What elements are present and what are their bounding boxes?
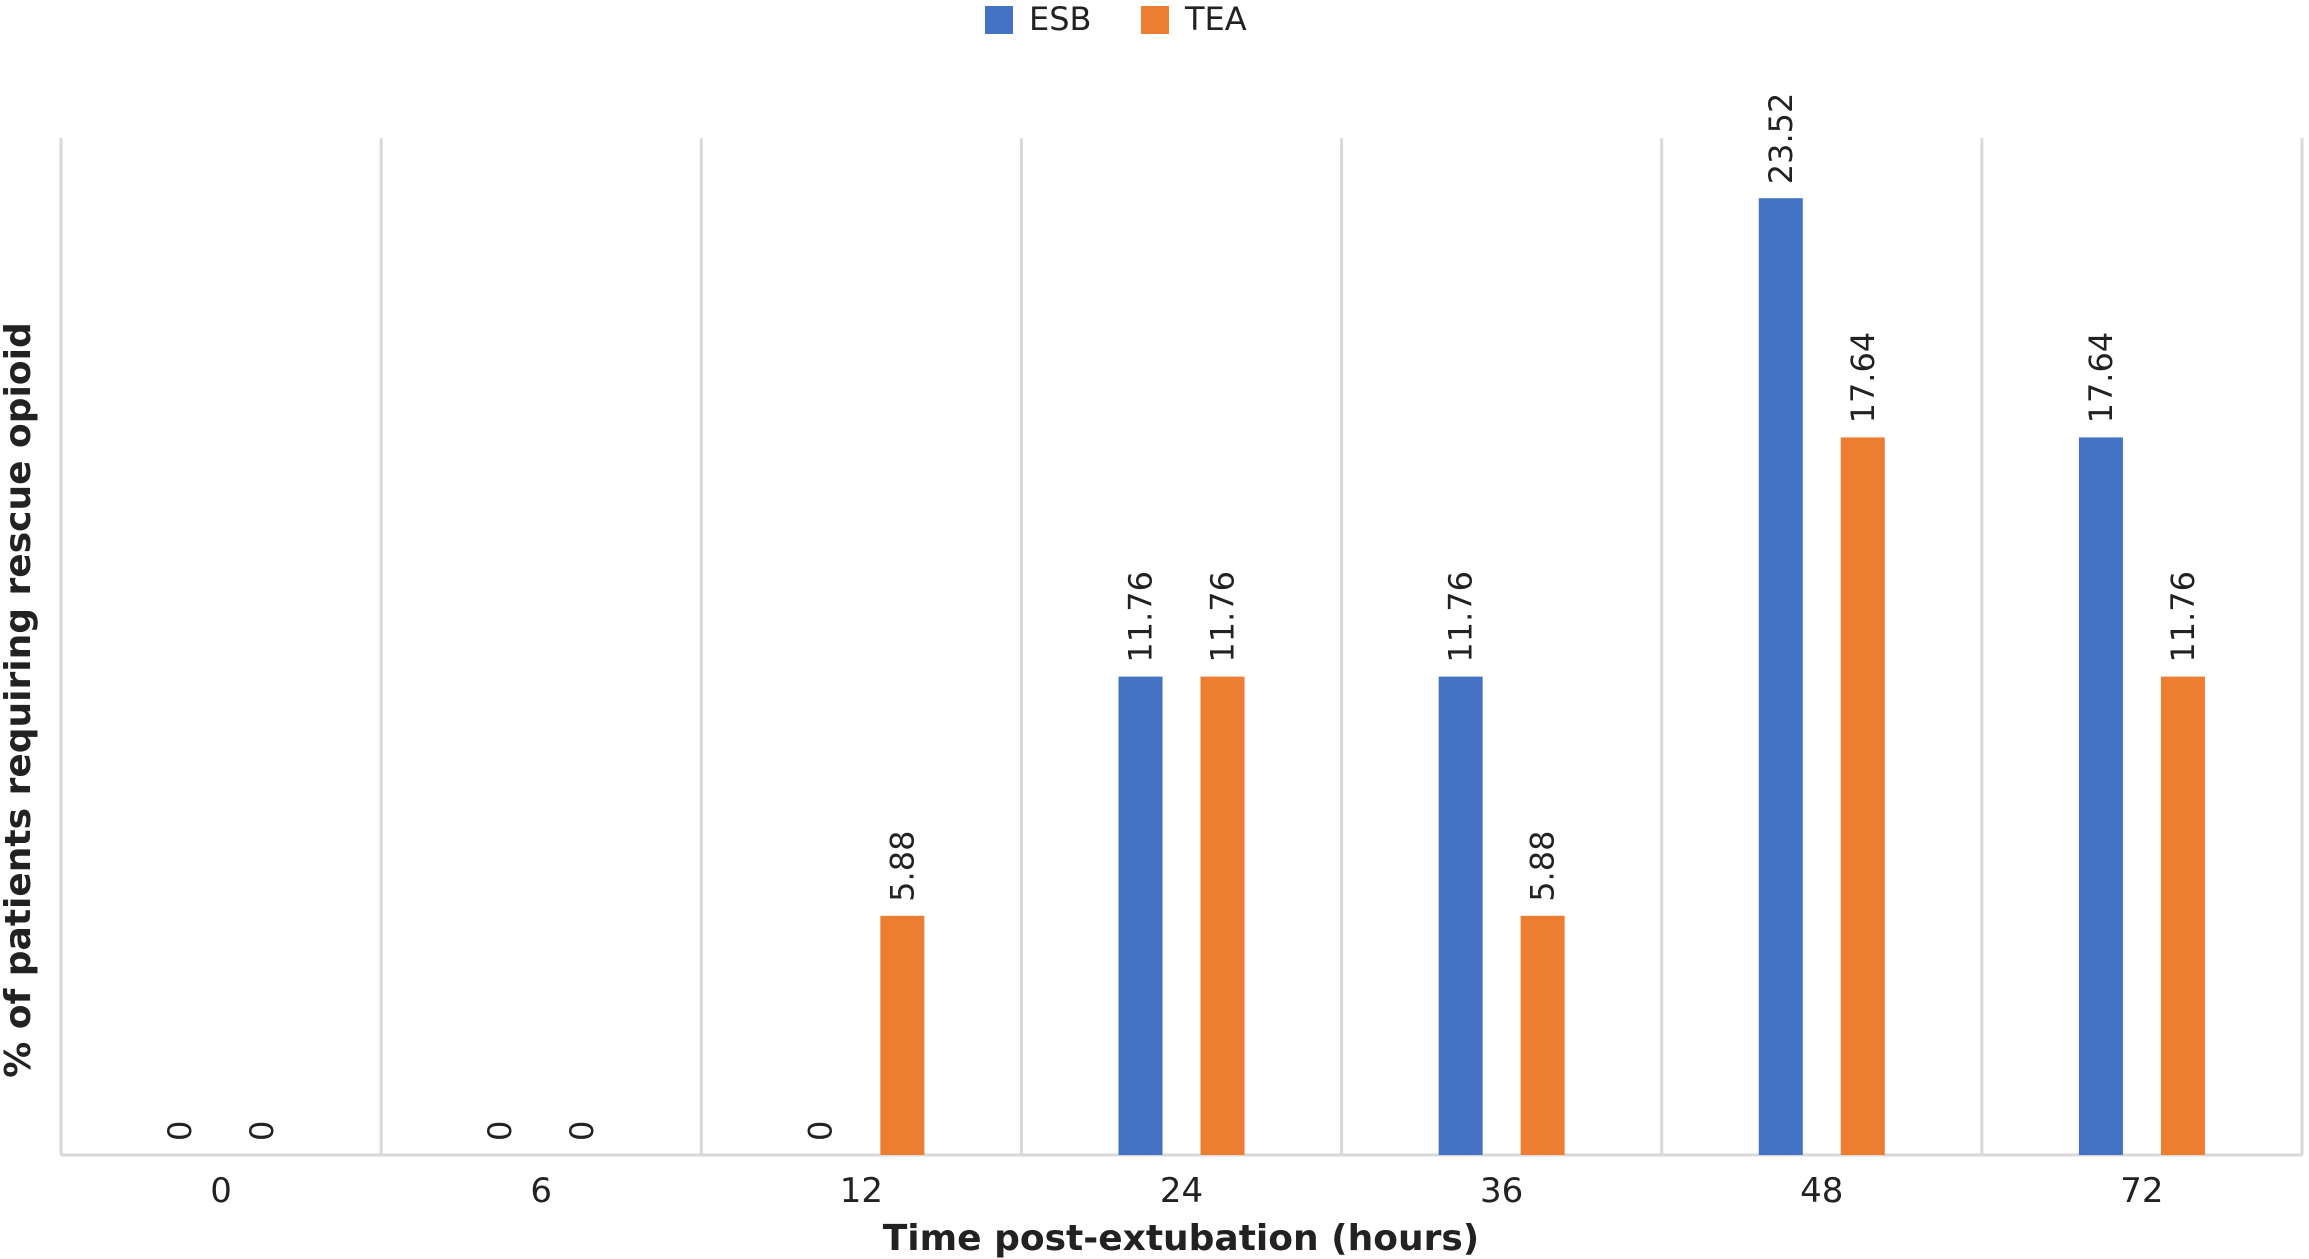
grid (59, 138, 2304, 1157)
bar-esb-24 (1118, 676, 1163, 1155)
data-label-esb-12: 0 (801, 1121, 839, 1141)
data-label-esb-6: 0 (481, 1121, 519, 1141)
x-axis-title: Time post-extubation (hours) (883, 1218, 1480, 1259)
data-label-tea-24: 11.76 (1204, 571, 1242, 663)
x-tick-48: 48 (1800, 1171, 1843, 1211)
data-label-esb-0: 0 (161, 1121, 199, 1141)
data-labels: 0 0 0 0 0 5.88 11.76 11.76 11.76 5.88 23.52 17.64 17… (161, 93, 2202, 1141)
x-tick-0: 0 (210, 1171, 232, 1211)
data-label-esb-24: 11.76 (1122, 571, 1160, 663)
x-tick-36: 36 (1480, 1171, 1523, 1211)
data-label-tea-36: 5.88 (1524, 831, 1562, 902)
data-label-tea-12: 5.88 (883, 831, 921, 902)
legend: ESB TEA (985, 0, 1247, 38)
bars (880, 198, 2205, 1155)
data-label-esb-48: 23.52 (1762, 93, 1800, 185)
bar-tea-12 (880, 915, 925, 1155)
legend-label-esb: ESB (1029, 0, 1091, 38)
bar-tea-48 (1840, 437, 1885, 1155)
legend-swatch-esb (985, 6, 1013, 34)
bar-esb-72 (2078, 437, 2123, 1155)
data-label-tea-0: 0 (243, 1121, 281, 1141)
data-label-esb-36: 11.76 (1442, 571, 1480, 663)
legend-swatch-tea (1141, 6, 1169, 34)
bar-esb-36 (1438, 676, 1483, 1155)
data-label-tea-72: 11.76 (2164, 571, 2202, 663)
data-label-tea-48: 17.64 (1844, 332, 1882, 424)
bar-esb-48 (1758, 198, 1803, 1155)
x-tick-72: 72 (2120, 1171, 2163, 1211)
bar-tea-72 (2160, 676, 2205, 1155)
x-tick-labels: 0 6 12 24 36 48 72 (210, 1171, 2163, 1211)
x-tick-12: 12 (840, 1171, 883, 1211)
bar-tea-24 (1200, 676, 1245, 1155)
data-label-tea-6: 0 (563, 1121, 601, 1141)
x-tick-6: 6 (530, 1171, 552, 1211)
data-label-esb-72: 17.64 (2082, 332, 2120, 424)
x-tick-24: 24 (1160, 1171, 1203, 1211)
legend-label-tea: TEA (1184, 0, 1247, 38)
bar-tea-36 (1520, 915, 1565, 1155)
y-axis-title: % of patients requiring rescue opioid (0, 322, 39, 1078)
